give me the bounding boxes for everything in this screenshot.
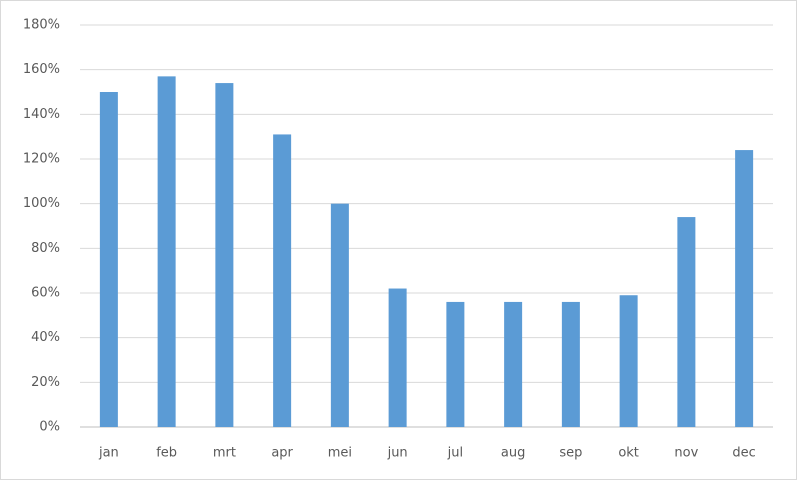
x-tick-label: okt (618, 446, 639, 461)
x-tick-label: sep (559, 446, 582, 461)
bar (388, 288, 407, 427)
y-tick-label: 20% (31, 375, 60, 390)
x-tick-label: jun (387, 446, 408, 461)
x-tick-label: dec (732, 446, 755, 461)
bar (504, 301, 523, 427)
bar (446, 301, 465, 427)
y-tick-label: 80% (31, 241, 60, 256)
x-tick-label: feb (156, 446, 177, 461)
y-tick-label: 140% (23, 107, 60, 122)
bar (677, 217, 696, 427)
x-tick-label: mei (328, 446, 352, 461)
y-tick-label: 160% (23, 62, 60, 77)
bar (157, 76, 176, 427)
x-tick-label: jan (98, 446, 119, 461)
x-tick-label: aug (501, 446, 525, 461)
y-tick-label: 100% (23, 196, 60, 211)
bar (330, 203, 349, 427)
bar (619, 295, 638, 427)
y-tick-label: 40% (31, 330, 60, 345)
y-tick-label: 120% (23, 152, 60, 167)
bar (561, 301, 580, 427)
x-tick-label: mrt (213, 446, 236, 461)
bar (735, 150, 754, 428)
bar (215, 83, 234, 428)
x-tick-label: nov (674, 446, 698, 461)
y-tick-label: 0% (39, 420, 60, 435)
y-tick-label: 180% (23, 18, 60, 33)
bar (99, 92, 118, 427)
x-tick-label: jul (447, 446, 463, 461)
x-tick-label: apr (271, 446, 293, 461)
y-tick-label: 60% (31, 286, 60, 301)
bar (273, 134, 292, 427)
